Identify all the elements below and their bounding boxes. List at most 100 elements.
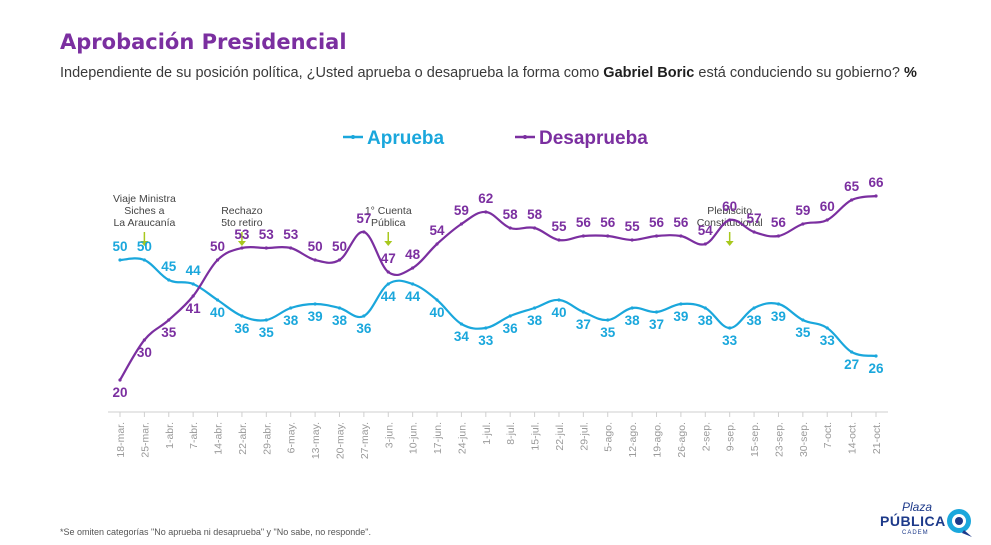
data-point-desaprueba [728,218,732,222]
data-point-aprueba [362,314,366,318]
x-tick-label: 5-ago. [603,422,615,452]
data-point-desaprueba [508,226,512,230]
logo-line-plaza: Plaza [902,500,933,514]
x-tick-label: 21-oct. [871,422,883,454]
data-point-desaprueba [240,246,244,250]
data-point-aprueba [289,306,293,310]
data-point-desaprueba [752,230,756,234]
x-tick-label: 14-oct. [847,422,859,454]
x-tick-label: 23-sep. [773,422,785,457]
subtitle-text-before: Independiente de su posición política, ¿… [60,65,604,81]
data-point-desaprueba [654,234,659,238]
footnote: *Se omiten categorías "No aprueba ni des… [60,527,371,537]
data-point-aprueba [654,310,659,314]
data-point-aprueba [459,322,464,326]
data-label-aprueba: 39 [673,309,688,324]
data-point-desaprueba [801,222,805,226]
x-tick-label: 12-ago. [627,422,639,458]
data-label-aprueba: 26 [868,361,884,376]
data-label-desaprueba: 56 [576,215,592,230]
x-tick-label: 13-may. [310,422,322,459]
x-tick-label: 1-jul. [481,422,493,445]
annotation-2-arrow-head [384,241,393,246]
data-point-aprueba [215,298,220,302]
annotation-0-line-1: Siches a [124,205,164,217]
data-point-aprueba [484,326,488,330]
data-point-desaprueba [850,198,854,202]
data-label-desaprueba: 47 [381,251,396,266]
data-point-aprueba [240,314,244,318]
series-line-desaprueba [119,194,877,381]
data-point-aprueba [508,314,512,318]
data-point-aprueba [191,282,195,286]
data-label-aprueba: 40 [551,305,566,320]
data-label-aprueba: 38 [283,313,299,328]
x-tick-label: 24-jun. [456,422,468,454]
data-point-aprueba [532,306,537,310]
data-point-desaprueba [411,266,415,270]
data-label-desaprueba: 57 [356,211,371,226]
data-point-desaprueba [167,318,171,322]
data-point-aprueba [581,310,585,314]
data-labels: 50 20 50 30 45 35 44 41 40 50 36 53 35 53 38 53 39 50 38 50… [112,175,884,400]
annotation-1-line-1: 5to retiro [221,217,263,229]
data-label-aprueba: 50 [137,239,152,254]
x-tick-label: 14-abr. [213,422,225,455]
x-tick-label: 19-ago. [652,422,664,458]
data-label-desaprueba: 56 [673,215,689,230]
data-point-aprueba [167,278,171,282]
data-label-desaprueba: 54 [698,223,714,238]
annotation-1-line-0: Rechazo [221,205,263,217]
x-tick-label: 8-jul. [505,422,517,445]
data-label-aprueba: 33 [478,333,494,348]
data-point-aprueba [557,298,561,302]
x-tick-label: 29-abr. [261,422,273,455]
data-label-desaprueba: 30 [137,345,152,360]
logo-line-publica: PÚBLICA [880,513,946,529]
data-label-desaprueba: 20 [112,385,127,400]
data-point-aprueba [825,326,829,330]
x-tick-label: 7-abr. [188,422,200,449]
data-label-aprueba: 33 [722,333,738,348]
data-label-desaprueba: 35 [161,325,177,340]
data-point-aprueba [435,298,439,302]
data-label-aprueba: 36 [234,321,250,336]
data-label-desaprueba: 66 [868,175,884,190]
data-point-aprueba [801,318,805,322]
annotation-2-line-0: 1° Cuenta [365,205,412,217]
data-point-desaprueba [264,246,268,250]
data-point-aprueba [776,302,781,306]
data-label-aprueba: 36 [503,321,519,336]
x-tick-label: 26-ago. [676,422,688,458]
data-point-aprueba [850,350,854,354]
data-point-desaprueba [581,234,585,238]
series-line-aprueba [119,257,877,358]
x-tick-label: 20-may. [334,422,346,459]
data-label-aprueba: 33 [820,333,836,348]
chart-title: Aprobación Presidencial [60,30,347,54]
data-label-desaprueba: 41 [186,301,202,316]
data-label-aprueba: 35 [259,325,275,340]
data-label-desaprueba: 57 [747,211,762,226]
data-point-desaprueba [459,222,464,226]
x-tick-label: 17-jun. [432,422,444,454]
data-label-aprueba: 37 [576,317,591,332]
data-point-desaprueba [386,270,390,274]
data-point-aprueba [313,302,317,306]
data-point-aprueba [264,318,268,322]
subtitle-text-after: está conduciendo su gobierno? [694,65,904,81]
x-tick-label: 7-oct. [822,422,834,448]
data-label-aprueba: 40 [430,305,445,320]
data-point-desaprueba [606,234,610,238]
data-point-aprueba [703,306,707,310]
data-point-aprueba [386,282,390,286]
data-point-desaprueba [630,238,634,242]
x-tick-label: 27-may. [359,422,371,459]
data-label-desaprueba: 59 [454,203,469,218]
data-point-desaprueba [435,242,439,246]
data-label-desaprueba: 50 [308,239,323,254]
data-label-aprueba: 38 [698,313,714,328]
data-label-desaprueba: 53 [283,227,299,242]
data-point-desaprueba [313,258,317,262]
